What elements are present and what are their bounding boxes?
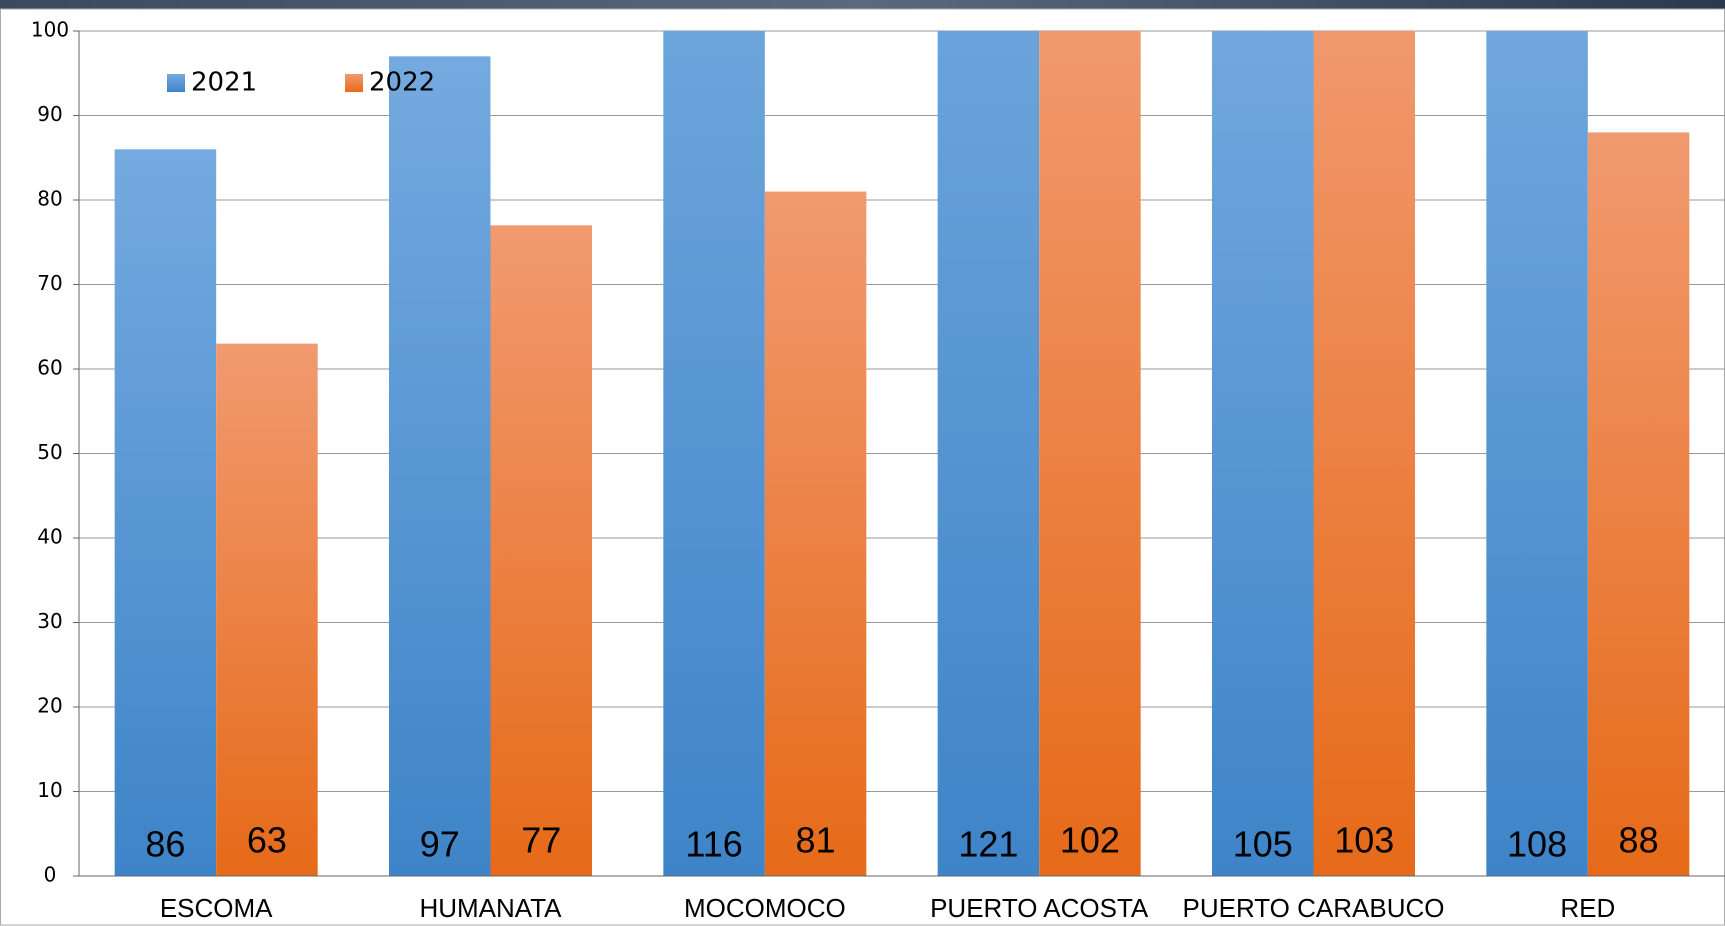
data-label: 77 (521, 820, 561, 861)
x-tick-label: HUMANATA (419, 893, 562, 923)
y-tick-label: 60 (37, 356, 62, 380)
bar (764, 191, 867, 876)
x-tick-label: ESCOMA (160, 893, 273, 923)
data-label: 88 (1619, 820, 1659, 861)
legend-label: 2021 (191, 68, 257, 98)
y-tick-label: 10 (37, 778, 62, 802)
data-label: 63 (247, 820, 287, 861)
x-tick-label: MOCOMOCO (684, 893, 846, 923)
top-bar (0, 0, 1725, 9)
bar (490, 225, 593, 876)
x-tick-label: RED (1560, 893, 1615, 923)
bar (114, 149, 217, 876)
data-label: 81 (796, 820, 836, 861)
data-label: 116 (685, 824, 742, 865)
y-tick-label: 90 (37, 102, 62, 126)
x-tick-label: PUERTO CARABUCO (1183, 893, 1445, 923)
bar (1211, 31, 1314, 876)
data-label: 86 (145, 824, 185, 865)
y-tick-label: 50 (37, 440, 62, 464)
bar (216, 343, 318, 876)
data-label: 108 (1507, 824, 1567, 865)
bar (1313, 31, 1416, 876)
data-label: 97 (420, 824, 460, 865)
y-tick-label: 0 (44, 863, 57, 887)
y-tick-label: 80 (37, 187, 62, 211)
bar (1587, 132, 1690, 876)
legend-label: 2022 (369, 68, 435, 98)
bar (937, 31, 1040, 876)
bar (388, 56, 491, 876)
y-tick-label: 30 (37, 609, 62, 633)
y-tick-label: 20 (37, 694, 62, 718)
data-label: 105 (1233, 824, 1293, 865)
bar (1486, 31, 1588, 876)
data-label: 121 (958, 824, 1018, 865)
y-tick-label: 40 (37, 525, 62, 549)
y-tick-label: 70 (37, 271, 62, 295)
legend-swatch (345, 74, 363, 92)
legend-swatch (167, 74, 185, 92)
x-tick-label: PUERTO ACOSTA (930, 893, 1149, 923)
data-label: 103 (1334, 820, 1394, 861)
y-tick-label: 100 (31, 18, 69, 42)
plot-area (114, 31, 1690, 876)
bar (663, 31, 765, 876)
data-label: 102 (1060, 820, 1120, 861)
bar (1039, 31, 1141, 876)
